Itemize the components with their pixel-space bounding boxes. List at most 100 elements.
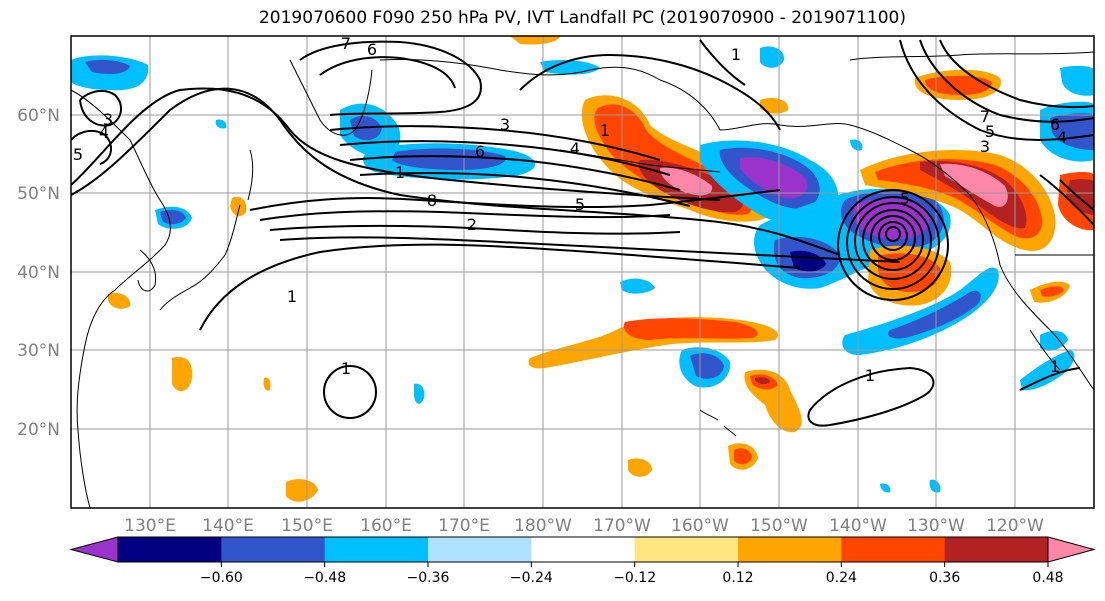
- contour-low-ring-4: [862, 209, 924, 271]
- coast-arctic-russia: [379, 58, 661, 81]
- shade-s-orange: [286, 479, 318, 502]
- contour-north-6: [359, 172, 691, 207]
- shade-low-negative3: [790, 250, 826, 272]
- colorbar-cell: [841, 537, 946, 562]
- shade-ne-blue: [1060, 65, 1094, 96]
- colorbar-tick-label: 0.36: [929, 570, 960, 586]
- colorbar-tick-label: −0.24: [510, 570, 553, 586]
- contour-north-1: [299, 40, 482, 116]
- shade-nw-blue2: [85, 59, 130, 74]
- latitude-labels: 60°N 50°N 40°N 30°N 20°N: [17, 106, 60, 440]
- contour-label: 1: [731, 45, 741, 64]
- shade-goa-negative3: [740, 157, 808, 199]
- colorbar-tick-label: −0.36: [407, 570, 450, 586]
- contour-east-1: [899, 39, 1094, 141]
- contour-label: 5: [900, 189, 910, 208]
- lon-label: 140°W: [829, 516, 887, 536]
- shade-misc-blue4: [850, 139, 863, 151]
- contour-east-3: [939, 39, 1094, 109]
- contour-jet-4: [259, 210, 671, 221]
- shade-misc-blue2: [880, 483, 891, 493]
- coast-hawaii: [699, 409, 737, 437]
- contour-east-4: [1039, 174, 1094, 226]
- lon-label: 170°W: [593, 516, 651, 536]
- contour-sw-closed: [323, 365, 377, 419]
- map-title: 2019070600 F090 250 hPa PV, IVT Landfall…: [258, 8, 906, 28]
- contour-north-2: [319, 56, 456, 89]
- contour-low-ring-5: [870, 215, 916, 261]
- contour-label: 5: [575, 195, 585, 214]
- colorbar-tick-label: 0.12: [722, 570, 753, 586]
- shade-bc-positive4: [940, 163, 1008, 207]
- contour-label: 4: [1057, 128, 1067, 147]
- lon-label: 120°W: [986, 516, 1044, 536]
- shade-misc-blue: [620, 278, 655, 294]
- shade-se-negative: [842, 267, 999, 356]
- lat-label: 40°N: [17, 263, 60, 283]
- colorbar-tick-label: −0.12: [613, 570, 656, 586]
- shade-bc-positive3: [920, 160, 1027, 229]
- colorbar-cell: [221, 537, 326, 562]
- colorbar-cell: [324, 537, 429, 562]
- lat-label: 20°N: [17, 420, 60, 440]
- colorbar-cell: [634, 537, 739, 562]
- lon-label: 160°W: [671, 516, 729, 536]
- shade-sw-orange: [172, 356, 193, 392]
- contour-se-closed: [807, 366, 935, 427]
- colorbar-tick-label: 0.24: [826, 570, 857, 586]
- lon-label: 180°W: [514, 516, 572, 536]
- contour-jet-7: [199, 243, 801, 331]
- shade-small-orange1: [760, 98, 789, 114]
- shade-coast-blue: [1020, 350, 1075, 391]
- contour-jet-1: [71, 87, 841, 256]
- shade-misc-blue5: [215, 119, 227, 129]
- contour-jet-5: [269, 224, 681, 235]
- shade-se-negative2: [887, 290, 981, 339]
- coast-sakhalin: [247, 149, 254, 201]
- colorbar-extend-max: [1047, 536, 1096, 563]
- colorbar: −0.60 −0.48 −0.36 −0.24 −0.12 0.12 0.24 0.36 0.4…: [69, 536, 1096, 586]
- contour-label: 1: [341, 359, 351, 378]
- contour-jet-6: [279, 236, 901, 263]
- shade-aleutian-positive4: [660, 167, 713, 196]
- shade-subtrop-blue2: [690, 353, 724, 379]
- contour-north-3: [329, 125, 661, 161]
- contour-low-ring-2: [846, 196, 940, 290]
- shade-midpac-blue2: [392, 148, 506, 170]
- colorbar-cells: [69, 536, 1096, 563]
- colorbar-tick-label: 0.48: [1032, 570, 1063, 586]
- lon-label: 160°E: [360, 516, 412, 536]
- coast-korea: [137, 249, 157, 292]
- colorbar-cell: [738, 537, 842, 562]
- longitude-labels: 130°E 140°E 150°E 160°E 170°E 180°W 170°…: [124, 516, 1044, 536]
- contour-labels: 7 6 3 4 5 1 6 3 1 8 4 2 5 1 1 1 1 7 5 6 …: [73, 36, 1067, 385]
- contour-label: 6: [367, 40, 377, 59]
- shade-coast-orange2: [1040, 286, 1064, 297]
- shade-west-orange: [230, 196, 247, 217]
- contour-label: 4: [99, 123, 109, 142]
- coast-japan: [159, 204, 241, 311]
- contour-west-2: [71, 129, 112, 165]
- shade-sw-blue: [414, 383, 425, 404]
- shade-coast-blue2: [1040, 330, 1068, 351]
- contour-label: 6: [1050, 115, 1060, 134]
- contour-label: 3: [980, 137, 990, 156]
- contour-jet-2: [71, 87, 721, 201]
- contour-low-ring-6: [878, 221, 908, 251]
- map-frame: [70, 35, 1095, 509]
- contour-label: 6: [475, 142, 485, 161]
- contour-label: 5: [73, 145, 83, 164]
- shade-subtrop-positive2: [623, 318, 758, 340]
- contour-north-4: [339, 140, 671, 176]
- contour-label: 1: [600, 121, 610, 140]
- gridlines: [71, 36, 1094, 508]
- contour-arctic-trough2: [699, 39, 746, 86]
- lat-label: 60°N: [17, 106, 60, 126]
- coast-alaska: [659, 79, 1094, 391]
- colorbar-ticks: −0.60 −0.48 −0.36 −0.24 −0.12 0.12 0.24 0.36 0.4…: [200, 562, 1064, 586]
- colorbar-cell: [118, 537, 222, 562]
- contour-label: 1: [287, 287, 297, 306]
- shade-misc-blue3: [929, 479, 941, 493]
- lat-label: 50°N: [17, 184, 60, 204]
